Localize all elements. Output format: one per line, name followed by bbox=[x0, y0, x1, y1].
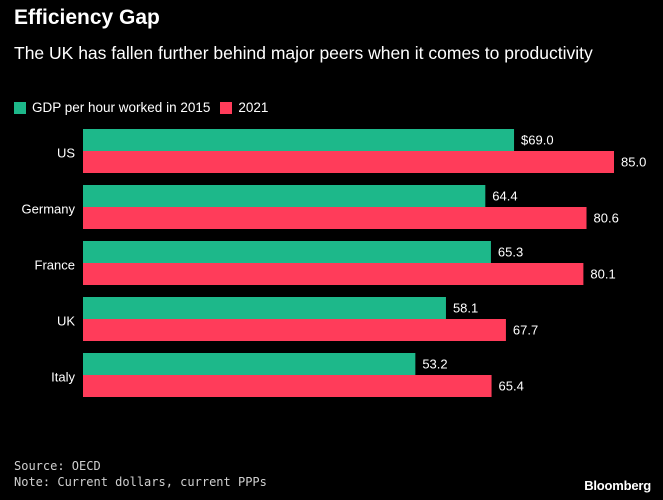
bar-us-2015 bbox=[83, 129, 515, 151]
bar-france-2021 bbox=[83, 263, 584, 285]
chart-subtitle: The UK has fallen further behind major p… bbox=[14, 43, 593, 63]
value-label-italy-2015: 53.2 bbox=[422, 356, 447, 371]
bar-us-2021 bbox=[83, 151, 614, 173]
bar-france-2015 bbox=[83, 241, 491, 263]
category-label-france: France bbox=[35, 257, 75, 272]
chart-footer: Source: OECD Note: Current dollars, curr… bbox=[14, 458, 267, 490]
category-label-germany: Germany bbox=[22, 201, 76, 216]
footnote: Note: Current dollars, current PPPs bbox=[14, 475, 267, 489]
value-label-us-2021: 85.0 bbox=[621, 154, 646, 169]
value-label-france-2015: 65.3 bbox=[498, 244, 523, 259]
bar-italy-2021 bbox=[83, 375, 492, 397]
legend: GDP per hour worked in 2015 2021 bbox=[14, 100, 278, 115]
bar-germany-2015 bbox=[83, 185, 486, 207]
legend-item-2015: GDP per hour worked in 2015 bbox=[14, 100, 210, 115]
legend-swatch-2015 bbox=[14, 101, 26, 114]
legend-label-2021: 2021 bbox=[238, 100, 269, 115]
value-label-uk-2015: 58.1 bbox=[453, 300, 478, 315]
value-label-us-2015: $69.0 bbox=[521, 132, 554, 147]
legend-swatch-2021 bbox=[220, 101, 233, 114]
value-label-uk-2021: 67.7 bbox=[513, 322, 538, 337]
value-label-italy-2021: 65.4 bbox=[499, 378, 524, 393]
bar-italy-2015 bbox=[83, 353, 416, 375]
chart-title: Efficiency Gap bbox=[14, 6, 160, 29]
legend-label-2015: GDP per hour worked in 2015 bbox=[32, 100, 211, 115]
category-label-uk: UK bbox=[57, 313, 75, 328]
bar-germany-2021 bbox=[83, 207, 587, 229]
bar-uk-2021 bbox=[83, 319, 506, 341]
bar-uk-2015 bbox=[83, 297, 446, 319]
category-label-italy: Italy bbox=[51, 369, 75, 384]
value-label-germany-2021: 80.6 bbox=[594, 210, 619, 225]
legend-item-2021: 2021 bbox=[220, 100, 268, 115]
source-note: Source: OECD bbox=[14, 459, 101, 473]
brand-logo: Bloomberg bbox=[584, 478, 651, 493]
value-label-france-2021: 80.1 bbox=[590, 266, 615, 281]
value-label-germany-2015: 64.4 bbox=[492, 188, 517, 203]
category-label-us: US bbox=[57, 145, 75, 160]
